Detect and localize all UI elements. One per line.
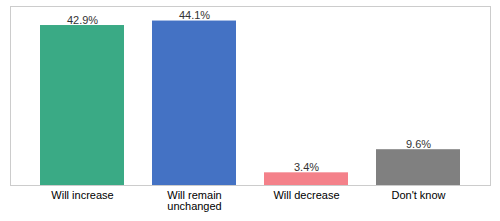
svg-text:3.4%: 3.4% [294,161,319,173]
svg-text:44.1%: 44.1% [179,9,210,21]
svg-text:9.6%: 9.6% [406,138,431,150]
svg-text:Will remainunchanged: Will remainunchanged [167,189,221,212]
svg-text:42.9%: 42.9% [67,14,98,26]
svg-text:Will decrease: Will decrease [273,189,339,201]
svg-text:Will increase: Will increase [51,189,113,201]
svg-text:Don't know: Don't know [391,189,445,201]
